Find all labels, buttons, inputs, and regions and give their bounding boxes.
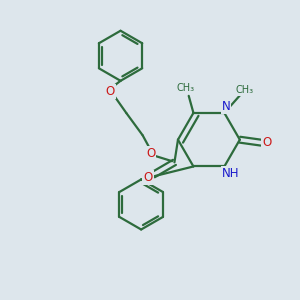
Text: CH₃: CH₃ [236, 85, 254, 95]
Text: O: O [106, 85, 115, 98]
Text: O: O [143, 171, 153, 184]
Text: N: N [221, 100, 230, 113]
Text: NH: NH [222, 167, 240, 180]
Text: CH₃: CH₃ [177, 83, 195, 93]
Text: O: O [262, 136, 272, 149]
Text: O: O [146, 147, 155, 160]
